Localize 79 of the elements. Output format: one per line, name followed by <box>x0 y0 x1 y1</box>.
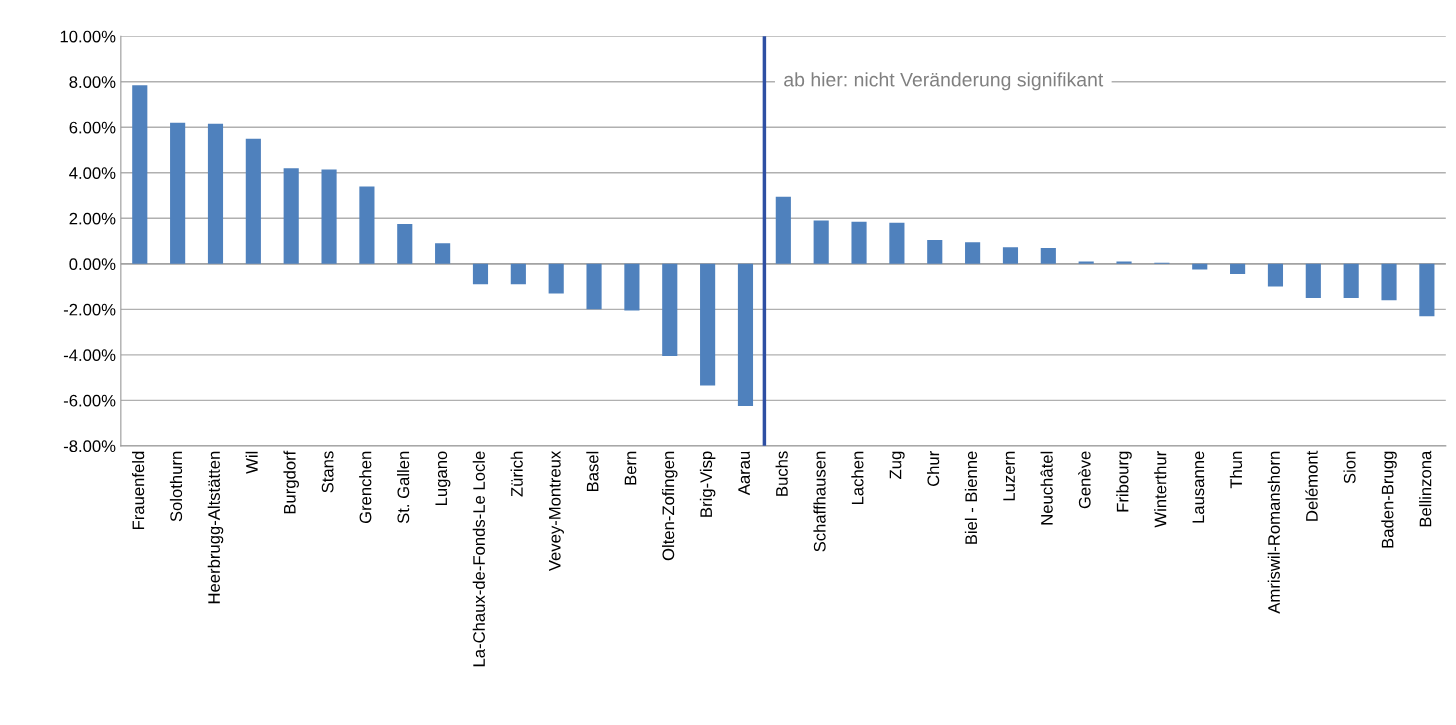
x-tick-label: Thun <box>1229 451 1243 489</box>
bar <box>435 243 451 264</box>
x-tick-label: Lachen <box>851 451 864 505</box>
x-tick-label: Heerbrugg-Altstätten <box>207 451 224 604</box>
bar <box>1267 263 1284 287</box>
x-tick-label: Genève <box>1078 451 1091 509</box>
x-tick-label: Buchs <box>775 451 788 496</box>
x-tick-label: Fribourg <box>1116 451 1132 512</box>
bar <box>586 263 602 310</box>
x-tick-label: Zug <box>889 451 905 479</box>
x-tick-label: Wil <box>245 451 258 474</box>
x-tick-label: Biel - Bienne <box>964 451 978 544</box>
x-tick-label: Frauenfeld <box>132 451 145 530</box>
x-tick-label: Lugano <box>435 451 451 505</box>
bar <box>1002 247 1019 264</box>
ref-line-label: ab hier: nicht Veränderung signifikant <box>784 72 1104 91</box>
bar <box>472 263 489 285</box>
y-tick-label: 2.00% <box>69 212 116 225</box>
y-tick-label: 10.00% <box>60 30 116 43</box>
bar <box>245 138 261 264</box>
bar <box>1305 263 1321 298</box>
bar <box>889 222 905 264</box>
x-tick-label: Zürich <box>510 451 523 497</box>
x-tick-label: Neuchâtel <box>1040 451 1053 525</box>
x-tick-label: Stans <box>321 451 334 493</box>
x-tick-label: La-Chaux-de-Fonds-Le Locle <box>472 451 485 667</box>
bar <box>170 122 186 264</box>
bar <box>359 186 375 264</box>
x-tick-label: Lausanne <box>1192 451 1205 523</box>
x-tick-label: Burgdorf <box>283 450 299 514</box>
x-tick-label: Delémont <box>1305 450 1318 521</box>
y-tick-label: 8.00% <box>69 76 116 88</box>
bar <box>1419 263 1435 317</box>
bar <box>1230 263 1246 275</box>
y-tick-label: -4.00% <box>63 349 116 362</box>
bar <box>1192 263 1208 270</box>
x-tick-label: Brig-Visp <box>699 451 716 517</box>
y-tick-label: 0.00% <box>69 258 116 271</box>
x-tick-label: Bellinzona <box>1419 450 1432 527</box>
x-tick-label: Luzern <box>1003 451 1015 501</box>
bar <box>548 263 564 294</box>
x-tick-label: Schaffhausen <box>813 451 826 552</box>
bar <box>283 168 299 264</box>
bar <box>965 242 981 264</box>
bar <box>927 239 943 264</box>
y-tick-label: -8.00% <box>63 440 116 453</box>
bar <box>851 221 867 264</box>
x-tick-label: Aarau <box>738 451 750 496</box>
y-tick-label: -6.00% <box>63 394 116 407</box>
x-tick-label: Olten-Zofingen <box>661 451 678 561</box>
bar <box>132 85 148 264</box>
x-tick-label: Baden-Brugg <box>1381 451 1397 548</box>
bar <box>1040 247 1056 264</box>
bar <box>624 263 640 311</box>
x-tick-label: Vevey-Montreux <box>549 450 564 572</box>
bar <box>1343 263 1359 298</box>
bar <box>510 263 526 285</box>
bar <box>775 196 791 264</box>
x-tick-label: Grenchen <box>359 451 372 524</box>
x-tick-label: Winterthur <box>1154 451 1167 528</box>
bar <box>321 169 337 264</box>
y-tick-label: -2.00% <box>63 303 116 316</box>
x-tick-label: Basel <box>586 451 599 492</box>
bar <box>397 223 413 264</box>
bar <box>700 263 716 386</box>
y-tick-label: 6.00% <box>69 121 116 134</box>
x-tick-label: Solothurn <box>169 451 183 522</box>
x-tick-label: Sion <box>1343 451 1356 484</box>
y-tick-label: 4.00% <box>69 167 116 179</box>
bar <box>1381 263 1397 301</box>
bar <box>813 220 829 264</box>
x-tick-label: Bern <box>624 451 637 485</box>
bar <box>207 123 224 264</box>
bar <box>1116 261 1132 264</box>
bar <box>662 263 678 356</box>
x-tick-label: St. Gallen <box>397 451 410 524</box>
x-tick-label: Amriswil-Romanshorn <box>1267 451 1280 614</box>
bar <box>737 263 754 407</box>
x-tick-label: Chur <box>926 451 940 487</box>
